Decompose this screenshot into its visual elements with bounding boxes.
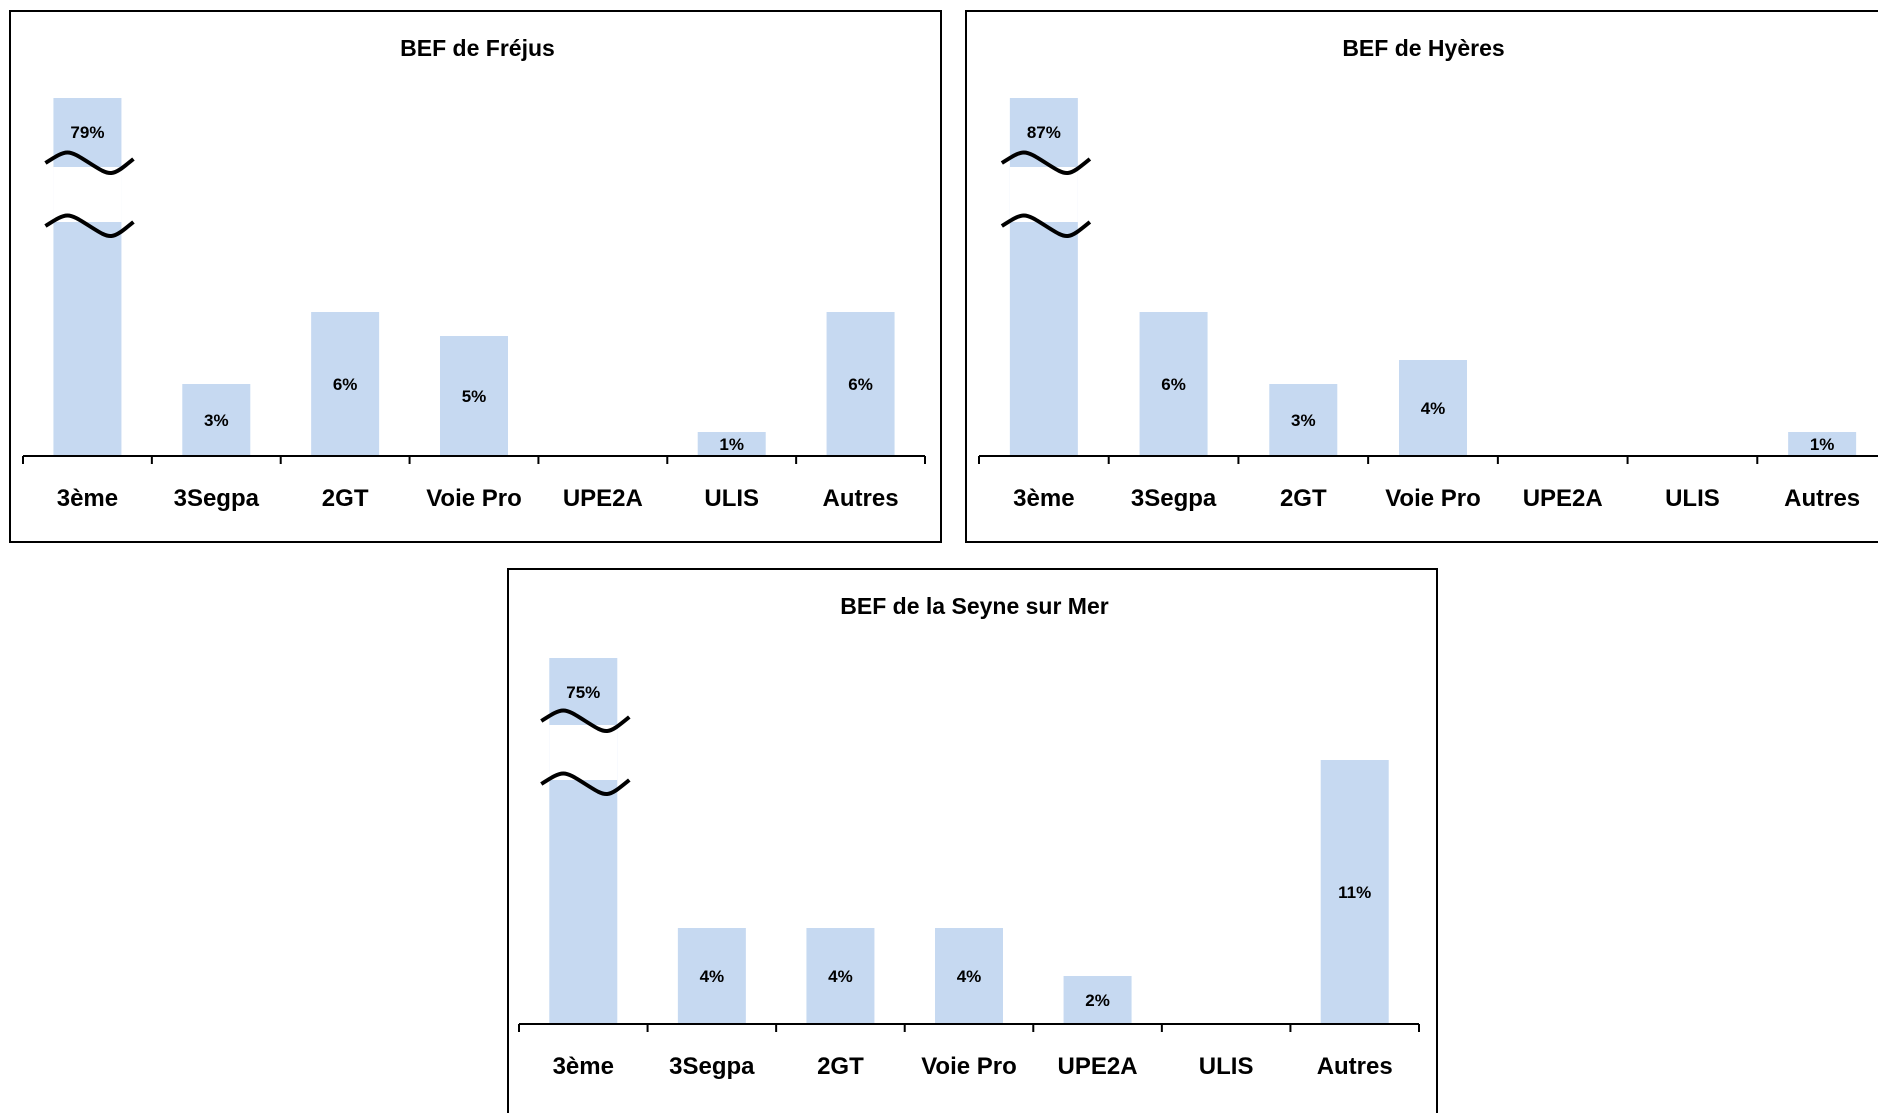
x-tick-label-3segpa: 3Segpa bbox=[669, 1053, 755, 1080]
data-label-voie-pro: 5% bbox=[462, 387, 487, 406]
bar-3eme bbox=[53, 98, 122, 456]
chart-title: BEF de Fréjus bbox=[400, 35, 555, 61]
x-tick-label-ulis: ULIS bbox=[1199, 1053, 1254, 1080]
x-tick-label-3eme: 3ème bbox=[553, 1053, 614, 1080]
x-tick-label-ulis: ULIS bbox=[704, 485, 759, 512]
x-tick-label-upe2a: UPE2A bbox=[1523, 485, 1603, 512]
x-tick-label-2gt: 2GT bbox=[1280, 485, 1327, 512]
x-tick-label-voie-pro: Voie Pro bbox=[1385, 485, 1481, 512]
chart-panel-la-seyne-sur-mer: BEF de la Seyne sur Mer 75% 4% 4% 4% 2% 11% 3èm… bbox=[507, 568, 1438, 1113]
axis-break-mark-1 bbox=[44, 150, 135, 175]
data-label-autres: 11% bbox=[1338, 883, 1371, 902]
bar-2gt bbox=[806, 928, 875, 1024]
x-tick-label-3segpa: 3Segpa bbox=[174, 485, 260, 512]
bar-3segpa bbox=[182, 384, 251, 456]
x-tick-label-2gt: 2GT bbox=[322, 485, 369, 512]
bar-voie-pro bbox=[935, 928, 1003, 1024]
axis-break-mark-2 bbox=[540, 771, 631, 796]
bar-chart-la-seyne-sur-mer: BEF de la Seyne sur Mer 75% 4% 4% 4% 2% 11% 3èm… bbox=[518, 593, 1420, 1080]
data-label-upe2a: 2% bbox=[1085, 991, 1110, 1010]
x-tick-label-ulis: ULIS bbox=[1665, 485, 1720, 512]
data-label-autres: 6% bbox=[848, 375, 873, 394]
bar-3eme bbox=[1009, 98, 1078, 456]
axis-break-gap bbox=[549, 725, 618, 780]
x-tick-label-3eme: 3ème bbox=[1013, 485, 1074, 512]
x-tick-label-3segpa: 3Segpa bbox=[1131, 485, 1217, 512]
chart-panel-frejus: BEF de Fréjus 79% 3% 6% 5% 1% 6% 3ème 3Segpa 2GT V… bbox=[9, 10, 942, 543]
bar-autres bbox=[1788, 432, 1857, 456]
bar-ulis bbox=[697, 432, 766, 456]
bar-chart-hyeres: BEF de Hyères 87% 6% 3% 4% 1% 3ème 3Segpa 2GT Voi… bbox=[978, 35, 1878, 512]
bar-3segpa bbox=[1139, 312, 1208, 456]
axis-break-gap bbox=[53, 167, 122, 222]
bar-autres bbox=[826, 312, 895, 456]
axis-break-mark-1 bbox=[540, 708, 631, 733]
data-label-3eme: 87% bbox=[1027, 123, 1061, 142]
data-label-autres: 1% bbox=[1810, 435, 1835, 454]
chart-panel-hyeres: BEF de Hyères 87% 6% 3% 4% 1% 3ème 3Segpa 2GT Voi… bbox=[965, 10, 1878, 543]
x-tick-label-3eme: 3ème bbox=[57, 485, 118, 512]
bar-2gt bbox=[1269, 384, 1338, 456]
bar-2gt bbox=[311, 312, 380, 456]
x-tick-label-autres: Autres bbox=[823, 485, 899, 512]
data-label-3eme: 79% bbox=[70, 123, 104, 142]
data-label-3segpa: 3% bbox=[204, 411, 229, 430]
data-label-2gt: 4% bbox=[828, 967, 853, 986]
x-tick-label-upe2a: UPE2A bbox=[563, 485, 643, 512]
bar-voie-pro bbox=[440, 336, 508, 456]
axis-break-mark-2 bbox=[44, 213, 135, 238]
x-tick-label-autres: Autres bbox=[1317, 1053, 1393, 1080]
data-label-voie-pro: 4% bbox=[1421, 399, 1446, 418]
bar-voie-pro bbox=[1399, 360, 1467, 456]
chart-title: BEF de Hyères bbox=[1342, 35, 1504, 61]
data-label-3eme: 75% bbox=[566, 683, 600, 702]
chart-title: BEF de la Seyne sur Mer bbox=[840, 593, 1108, 619]
x-tick-label-2gt: 2GT bbox=[817, 1053, 864, 1080]
data-label-ulis: 1% bbox=[719, 435, 744, 454]
x-tick-label-autres: Autres bbox=[1784, 485, 1860, 512]
axis-break-mark-1 bbox=[1000, 150, 1092, 175]
data-label-2gt: 6% bbox=[333, 375, 358, 394]
bar-autres bbox=[1320, 760, 1389, 1024]
x-tick-label-voie-pro: Voie Pro bbox=[921, 1053, 1017, 1080]
data-label-3segpa: 4% bbox=[700, 967, 725, 986]
bar-upe2a bbox=[1063, 976, 1132, 1024]
axis-break-mark-2 bbox=[1000, 213, 1092, 238]
data-label-voie-pro: 4% bbox=[957, 967, 982, 986]
bar-3segpa bbox=[677, 928, 746, 1024]
axis-break-gap bbox=[1009, 167, 1078, 222]
data-label-2gt: 3% bbox=[1291, 411, 1316, 430]
x-tick-label-voie-pro: Voie Pro bbox=[426, 485, 522, 512]
x-tick-label-upe2a: UPE2A bbox=[1058, 1053, 1138, 1080]
data-label-3segpa: 6% bbox=[1161, 375, 1186, 394]
bar-chart-frejus: BEF de Fréjus 79% 3% 6% 5% 1% 6% 3ème 3Segpa 2GT V… bbox=[22, 35, 926, 512]
